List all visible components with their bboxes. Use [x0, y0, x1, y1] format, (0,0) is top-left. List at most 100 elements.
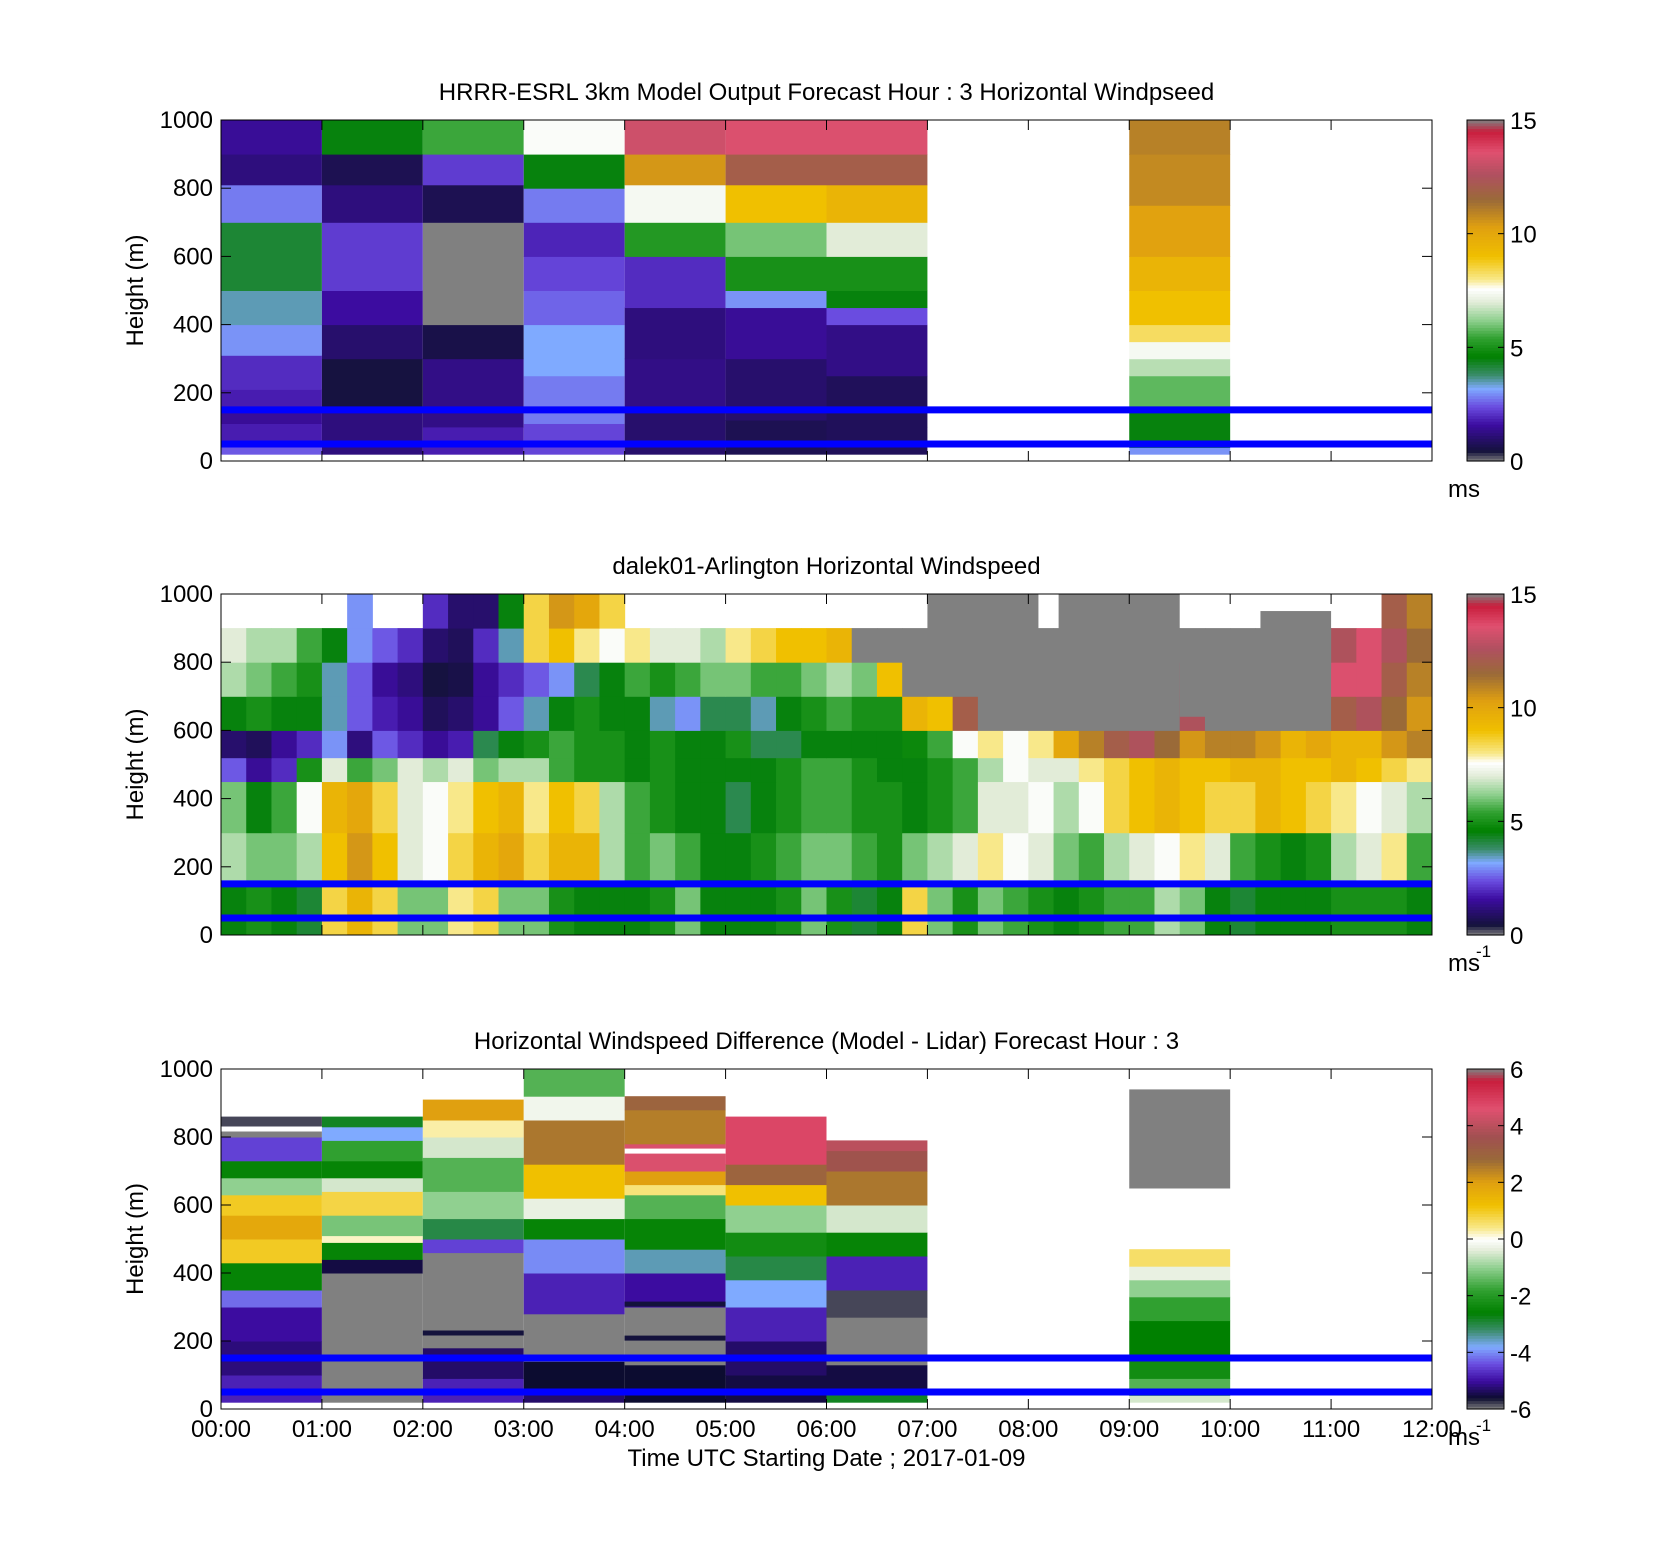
colorbar-segment — [1467, 142, 1504, 147]
heatmap-cell — [801, 883, 827, 936]
heatmap-cell — [826, 222, 928, 257]
colorbar-segment — [1467, 807, 1504, 811]
heatmap-cell — [624, 1218, 726, 1250]
heatmap-cell — [776, 662, 802, 697]
heatmap-cell — [599, 883, 626, 936]
heatmap-cells — [221, 120, 1231, 455]
colorbar-segment — [1467, 361, 1504, 365]
colorbar-segment — [1467, 1386, 1504, 1390]
heatmap-cell — [523, 324, 625, 377]
heatmap-cell — [1078, 730, 1105, 759]
no-data-region — [1260, 611, 1332, 670]
heatmap-cell — [826, 375, 928, 428]
heatmap-cell — [1028, 883, 1055, 936]
heatmap-cell — [725, 757, 752, 783]
colorbar-segment — [1467, 208, 1504, 212]
heatmap-cell — [523, 594, 550, 629]
colorbar-segment — [1467, 795, 1504, 800]
heatmap-cell — [1129, 781, 1155, 834]
heatmap-cell — [826, 324, 928, 377]
heatmap-cell — [1305, 730, 1332, 759]
heatmap-cell — [649, 730, 676, 759]
heatmap-cell — [826, 628, 853, 663]
heatmap-cell — [700, 832, 727, 885]
colorbar-segment — [1467, 299, 1504, 303]
heatmap-cell — [599, 730, 626, 759]
heatmap-cell — [523, 628, 550, 663]
colorbar-segment — [1467, 1091, 1504, 1096]
heatmap-cell — [422, 184, 524, 223]
heatmap-cell — [473, 730, 500, 759]
heatmap-cell — [221, 423, 322, 442]
colorbar-segment — [1467, 804, 1504, 808]
heatmap-cell — [1028, 696, 1055, 731]
heatmap-cell — [851, 662, 878, 697]
y-tick-label: 800 — [173, 1124, 213, 1151]
colorbar-segment — [1467, 1295, 1504, 1300]
colorbar: 0 5 10 15 ms — [1448, 108, 1537, 503]
heatmap-cell — [321, 1273, 423, 1379]
heatmap-cell — [296, 628, 323, 663]
heatmap-cell — [422, 1239, 524, 1254]
heatmap-cell — [523, 1069, 625, 1097]
colorbar-segment — [1467, 1369, 1504, 1373]
heatmap-cell — [952, 883, 979, 936]
x-axis-label: Time UTC Starting Date ; 2017-01-09 — [628, 1445, 1026, 1472]
heatmap-cell — [624, 358, 726, 411]
heatmap-cell — [1078, 781, 1105, 834]
colorbar-segment — [1467, 1185, 1504, 1189]
heatmap-cell — [1129, 1249, 1231, 1267]
colorbar-segment — [1467, 1122, 1504, 1127]
heatmap-cell — [599, 832, 626, 885]
x-tick-label: 00:00 — [191, 1416, 251, 1443]
colorbar-segment — [1467, 815, 1504, 820]
x-tick-label: 02:00 — [393, 1416, 453, 1443]
heatmap-cell — [221, 355, 322, 390]
heatmap-cell — [321, 1191, 423, 1216]
colorbar-segment — [1467, 245, 1504, 249]
heatmap-cell — [523, 1218, 625, 1240]
x-tick-label: 03:00 — [494, 1416, 554, 1443]
heatmap-cell — [523, 696, 550, 731]
colorbar-segment — [1467, 1349, 1504, 1353]
heatmap-cell — [1154, 757, 1181, 783]
no-data-region — [1058, 594, 1180, 690]
heatmap-cell — [548, 628, 575, 663]
colorbar-segment — [1467, 753, 1504, 757]
heatmap-cell — [1028, 730, 1055, 759]
colorbar-segment — [1467, 687, 1504, 692]
x-tick-label: 01:00 — [292, 1416, 352, 1443]
heatmap-cell — [1356, 662, 1383, 697]
heatmap-cell — [372, 730, 399, 759]
colorbar-segment — [1467, 898, 1504, 902]
colorbar-segment — [1467, 333, 1504, 337]
colorbar-segment — [1467, 628, 1504, 632]
heatmap-cell — [599, 662, 626, 697]
colorbar-segment — [1467, 755, 1504, 760]
colorbar-segment — [1467, 350, 1504, 354]
y-tick-label: 1000 — [160, 581, 213, 608]
colorbar-segment — [1467, 409, 1504, 414]
heatmap-cell — [1255, 883, 1282, 936]
heatmap-cell — [221, 1307, 322, 1342]
heatmap-cell — [271, 757, 298, 783]
colorbar-segment — [1467, 358, 1504, 363]
heatmap-cell — [246, 662, 272, 697]
colorbar-segment — [1467, 858, 1504, 862]
colorbar-segment — [1467, 165, 1504, 169]
colorbar-segment — [1467, 849, 1504, 854]
heatmap-cell — [876, 832, 903, 885]
heatmap-cell — [1406, 781, 1433, 834]
colorbar-segment — [1467, 738, 1504, 743]
colorbar-segment — [1467, 273, 1504, 277]
heatmap-cell — [372, 696, 399, 731]
heatmap-cell — [498, 730, 525, 759]
heatmap-cell — [498, 696, 525, 731]
colorbar-segment — [1467, 818, 1504, 822]
heatmap-cell — [422, 757, 449, 783]
colorbar-segment — [1467, 625, 1504, 629]
heatmap-cell — [498, 883, 525, 936]
heatmap-cell — [1028, 662, 1055, 697]
heatmap-cell — [1381, 696, 1408, 731]
heatmap-cell — [624, 1096, 726, 1111]
